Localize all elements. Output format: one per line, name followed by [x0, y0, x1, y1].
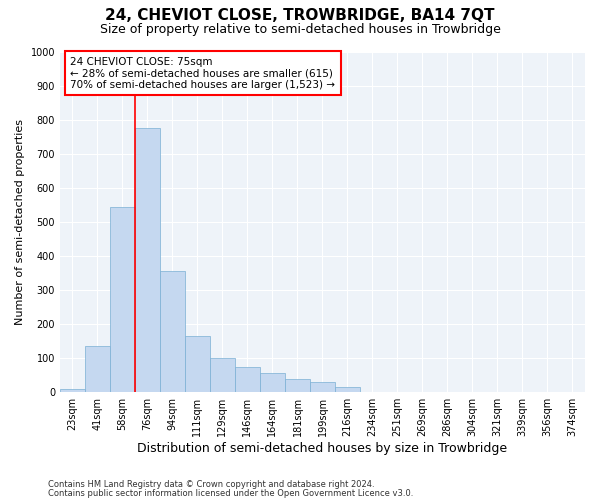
Text: Size of property relative to semi-detached houses in Trowbridge: Size of property relative to semi-detach…	[100, 22, 500, 36]
Text: 24, CHEVIOT CLOSE, TROWBRIDGE, BA14 7QT: 24, CHEVIOT CLOSE, TROWBRIDGE, BA14 7QT	[105, 8, 495, 22]
Bar	[335, 387, 360, 392]
Text: Contains public sector information licensed under the Open Government Licence v3: Contains public sector information licen…	[48, 488, 413, 498]
Bar	[110, 206, 135, 392]
Y-axis label: Number of semi-detached properties: Number of semi-detached properties	[15, 119, 25, 325]
Text: 24 CHEVIOT CLOSE: 75sqm
← 28% of semi-detached houses are smaller (615)
70% of s: 24 CHEVIOT CLOSE: 75sqm ← 28% of semi-de…	[70, 56, 335, 90]
Bar	[285, 378, 310, 392]
Bar	[310, 382, 335, 392]
Bar	[210, 358, 235, 392]
Text: Contains HM Land Registry data © Crown copyright and database right 2024.: Contains HM Land Registry data © Crown c…	[48, 480, 374, 489]
Bar	[60, 389, 85, 392]
Bar	[235, 366, 260, 392]
Bar	[85, 346, 110, 392]
X-axis label: Distribution of semi-detached houses by size in Trowbridge: Distribution of semi-detached houses by …	[137, 442, 508, 455]
Bar	[160, 272, 185, 392]
Bar	[260, 374, 285, 392]
Bar	[135, 128, 160, 392]
Bar	[185, 336, 210, 392]
